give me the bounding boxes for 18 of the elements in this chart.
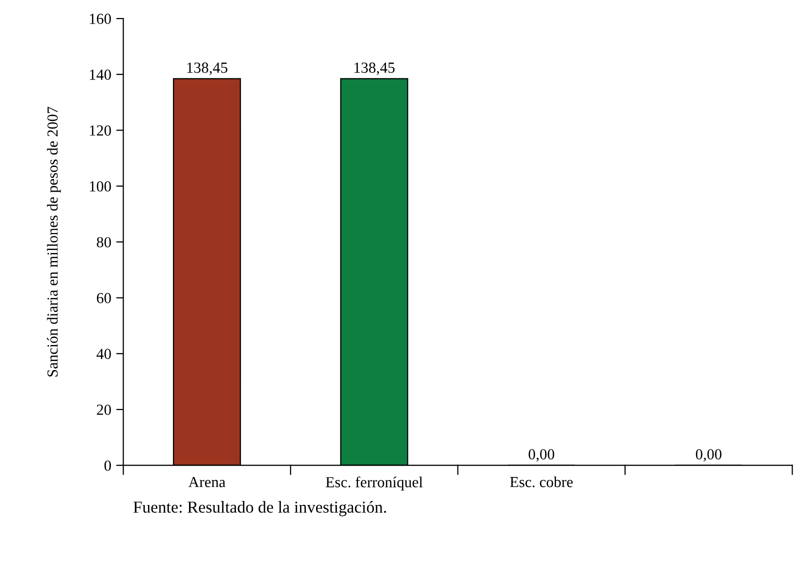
data-label: 0,00 [528,449,554,462]
y-tick-label: 160 [90,14,111,24]
y-tick-label: 20 [96,404,111,415]
data-label: 138,45 [187,62,228,76]
data-label: 138,45 [354,62,395,76]
y-tick-label: 0 [104,460,111,471]
y-tick-label: 40 [96,348,111,360]
data-label: 0,00 [696,449,722,462]
y-tick-label: 80 [96,237,111,248]
x-tick-label: Esc. ferroníquel [326,476,423,490]
y-tick-label: 100 [90,181,111,192]
y-tick-label: 120 [90,125,111,136]
x-tick-label: Arena [188,476,226,488]
y-axis-title: Sanción diaria en millones de pesos de 2007 [46,106,61,376]
y-tick-label: 60 [96,292,111,304]
source-note: Fuente: Resultado de la investigación. [133,501,386,516]
y-tick-label: 140 [90,70,111,80]
x-tick-label: Esc. cobre [510,476,573,488]
